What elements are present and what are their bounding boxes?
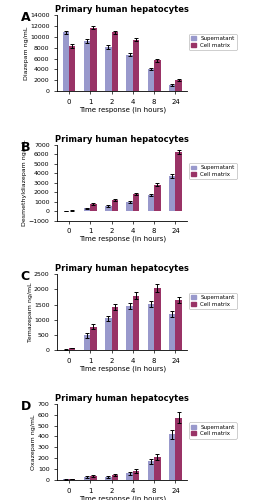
Bar (90, 204, 97, 212)
Bar (176, 300, 182, 350)
Bar (176, 80, 182, 91)
Bar (169, 434, 176, 480)
Bar (148, 462, 154, 480)
Bar (90, 476, 97, 480)
Bar (133, 40, 139, 91)
Title: Primary human hepatocytes: Primary human hepatocytes (55, 135, 189, 144)
Text: A: A (21, 11, 30, 24)
Bar (126, 54, 133, 91)
Bar (105, 47, 112, 91)
Title: Primary human hepatocytes: Primary human hepatocytes (55, 5, 189, 14)
Bar (176, 152, 182, 212)
Bar (169, 314, 176, 350)
X-axis label: Time response (in hours): Time response (in hours) (79, 106, 166, 113)
Legend: Supernatant, Cell matrix: Supernatant, Cell matrix (189, 163, 237, 180)
Bar (84, 478, 90, 480)
Bar (90, 28, 97, 91)
Bar (112, 200, 118, 211)
Title: Primary human hepatocytes: Primary human hepatocytes (55, 264, 189, 274)
Y-axis label: Oxazepam ng/mL: Oxazepam ng/mL (31, 414, 36, 470)
Bar (154, 288, 161, 350)
Bar (112, 475, 118, 480)
Bar (105, 476, 112, 480)
Bar (69, 46, 75, 91)
Bar (69, 348, 75, 350)
X-axis label: Time response (in hours): Time response (in hours) (79, 366, 166, 372)
Bar (133, 472, 139, 480)
Legend: Supernatant, Cell matrix: Supernatant, Cell matrix (189, 422, 237, 438)
Bar (176, 418, 182, 480)
Bar (133, 194, 139, 212)
Bar (154, 60, 161, 91)
Bar (84, 208, 90, 212)
Bar (69, 479, 75, 480)
Bar (148, 195, 154, 212)
Legend: Supernatant, Cell matrix: Supernatant, Cell matrix (189, 293, 237, 309)
Bar (112, 307, 118, 350)
Bar (105, 206, 112, 212)
Bar (126, 202, 133, 211)
Bar (90, 326, 97, 350)
Bar (112, 32, 118, 91)
Bar (148, 69, 154, 91)
Bar (154, 184, 161, 212)
Bar (84, 41, 90, 91)
Bar (154, 457, 161, 480)
Bar (69, 210, 75, 212)
Text: D: D (21, 400, 31, 413)
Bar (148, 304, 154, 350)
Y-axis label: Desmethyldiazepam ng/mL: Desmethyldiazepam ng/mL (22, 140, 27, 226)
Bar (126, 306, 133, 350)
Title: Primary human hepatocytes: Primary human hepatocytes (55, 394, 189, 403)
Bar (105, 318, 112, 350)
Bar (126, 474, 133, 480)
Text: C: C (21, 270, 30, 283)
X-axis label: Time response (in hours): Time response (in hours) (79, 236, 166, 242)
X-axis label: Time response (in hours): Time response (in hours) (79, 495, 166, 500)
Text: B: B (21, 141, 30, 154)
Bar (84, 335, 90, 350)
Bar (133, 296, 139, 350)
Legend: Supernatant, Cell matrix: Supernatant, Cell matrix (189, 34, 237, 50)
Bar (169, 176, 176, 212)
Bar (62, 32, 69, 91)
Bar (169, 85, 176, 91)
Y-axis label: Diazepam ng/mL: Diazepam ng/mL (24, 26, 29, 80)
Y-axis label: Temazepam ng/mL: Temazepam ng/mL (28, 282, 32, 342)
